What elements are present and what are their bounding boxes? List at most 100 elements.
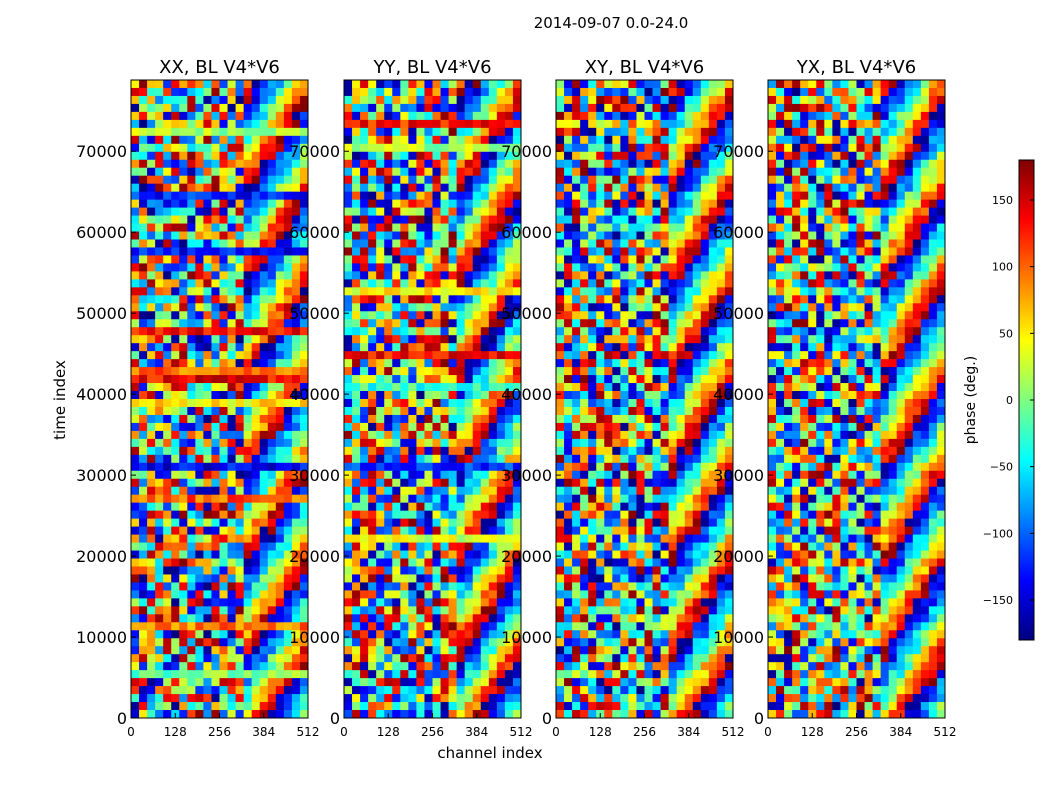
- heatmap-cell: [700, 175, 710, 185]
- heatmap-cell: [227, 598, 236, 607]
- heatmap-cell: [251, 414, 261, 424]
- heatmap-cell: [416, 430, 425, 440]
- heatmap-cell: [219, 151, 228, 161]
- heatmap-cell: [203, 295, 212, 304]
- heatmap-cell: [572, 295, 581, 304]
- heatmap-cell: [644, 223, 653, 232]
- heatmap-cell: [480, 470, 490, 480]
- heatmap-cell: [299, 127, 309, 137]
- heatmap-cell: [376, 375, 385, 384]
- heatmap-cell: [368, 606, 377, 615]
- heatmap-cell: [352, 311, 361, 320]
- heatmap-cell: [692, 343, 702, 352]
- heatmap-cell: [652, 167, 661, 177]
- heatmap-cell: [344, 614, 353, 623]
- heatmap-cell: [716, 351, 726, 360]
- heatmap-cell: [580, 135, 589, 145]
- heatmap-cell: [448, 127, 458, 137]
- heatmap-cell: [368, 654, 377, 663]
- heatmap-cell: [564, 590, 573, 599]
- heatmap-cell: [299, 351, 309, 360]
- heatmap-cell: [564, 263, 573, 272]
- heatmap-cell: [636, 462, 645, 472]
- heatmap-cell: [259, 327, 269, 336]
- heatmap-cell: [628, 183, 637, 193]
- heatmap-cell: [676, 151, 686, 161]
- heatmap-cell: [235, 446, 245, 456]
- heatmap-cell: [472, 582, 482, 591]
- heatmap-cell: [620, 510, 629, 520]
- heatmap-cell: [668, 470, 678, 480]
- heatmap-cell: [299, 159, 309, 169]
- heatmap-cell: [512, 351, 522, 360]
- heatmap-cell: [684, 271, 694, 280]
- heatmap-cell: [155, 343, 164, 352]
- heatmap-cell: [171, 375, 180, 384]
- heatmap-cell: [227, 430, 236, 440]
- heatmap-cell: [352, 486, 361, 496]
- heatmap-cell: [344, 686, 353, 695]
- heatmap-cell: [604, 351, 613, 360]
- heatmap-cell: [588, 462, 597, 472]
- heatmap-cell: [708, 119, 718, 129]
- heatmap-cell: [400, 319, 409, 328]
- heatmap-cell: [267, 638, 277, 647]
- heatmap-cell: [163, 566, 172, 575]
- heatmap-cell: [708, 239, 718, 248]
- heatmap-cell: [684, 255, 694, 264]
- heatmap-cell: [488, 135, 498, 145]
- heatmap-cell: [496, 510, 506, 520]
- heatmap-cell: [700, 183, 710, 193]
- heatmap-cell: [636, 279, 645, 288]
- heatmap-cell: [139, 399, 148, 408]
- heatmap-cell: [716, 151, 726, 161]
- heatmap-cell: [400, 670, 409, 679]
- heatmap-cell: [504, 80, 514, 89]
- heatmap-cell: [219, 375, 228, 384]
- heatmap-cell: [283, 95, 293, 105]
- heatmap-cell: [400, 303, 409, 312]
- heatmap-cell: [716, 446, 726, 456]
- heatmap-cell: [556, 95, 565, 105]
- heatmap-cell: [512, 287, 522, 296]
- heatmap-cell: [344, 526, 353, 535]
- heatmap-cell: [724, 414, 734, 424]
- heatmap-cell: [400, 247, 409, 256]
- heatmap-cell: [163, 351, 172, 360]
- heatmap-cell: [668, 383, 678, 392]
- heatmap-cell: [504, 422, 514, 432]
- heatmap-cell: [219, 494, 228, 504]
- heatmap-cell: [344, 255, 353, 264]
- heatmap-cell: [243, 678, 253, 687]
- heatmap-cell: [187, 446, 196, 456]
- heatmap-cell: [171, 438, 180, 448]
- heatmap-cell: [299, 422, 309, 432]
- heatmap-cell: [267, 598, 277, 607]
- heatmap-cell: [440, 327, 449, 336]
- heatmap-cell: [432, 422, 441, 432]
- heatmap-cell: [163, 167, 172, 177]
- heatmap-cell: [684, 263, 694, 272]
- heatmap-cell: [668, 351, 678, 360]
- heatmap-cell: [556, 279, 565, 288]
- heatmap-cell: [724, 510, 734, 520]
- heatmap-cell: [139, 223, 148, 232]
- heatmap-cell: [179, 391, 188, 400]
- heatmap-cell: [512, 263, 522, 272]
- heatmap-cell: [628, 239, 637, 248]
- heatmap-cell: [291, 119, 301, 129]
- heatmap-cell: [432, 502, 441, 512]
- heatmap-cell: [628, 542, 637, 551]
- heatmap-cell: [580, 159, 589, 169]
- heatmap-cell: [724, 478, 734, 488]
- heatmap-cell: [179, 462, 188, 472]
- heatmap-cell: [636, 542, 645, 551]
- heatmap-cell: [147, 646, 156, 655]
- heatmap-cell: [203, 207, 212, 216]
- heatmap-cell: [344, 343, 353, 352]
- heatmap-cell: [708, 135, 718, 145]
- heatmap-cell: [416, 183, 425, 193]
- heatmap-cell: [267, 159, 277, 169]
- heatmap-cell: [716, 335, 726, 344]
- heatmap-cell: [171, 335, 180, 344]
